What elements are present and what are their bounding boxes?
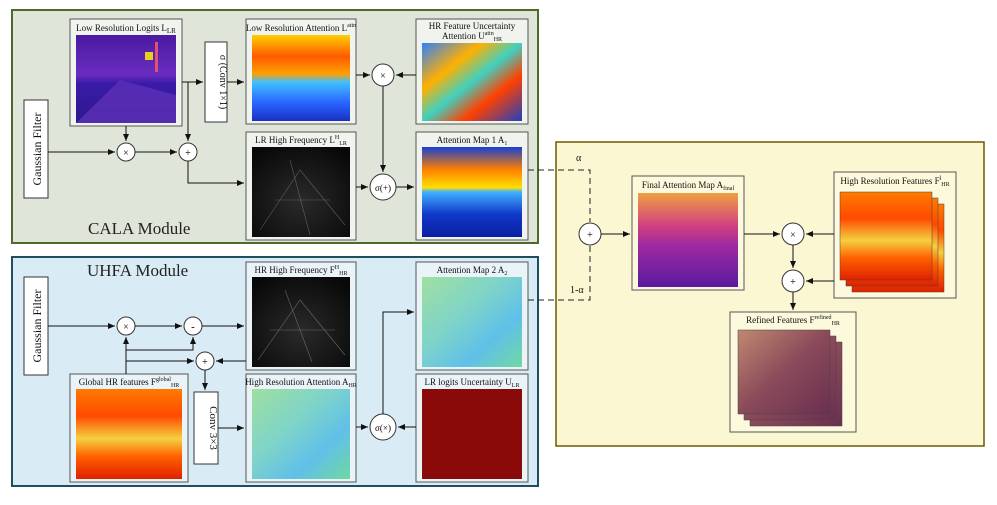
attn-map1-image bbox=[422, 147, 522, 237]
final-attn-label: Final Attention Map Afinal bbox=[642, 180, 735, 192]
fusion-add-op2-label: + bbox=[790, 277, 796, 288]
conv3x3-label: Conv 3×3 bbox=[207, 406, 219, 450]
hr-highfreq-image bbox=[252, 277, 350, 367]
cala-module: CALA Module Gaussian Filter Low Resoluti… bbox=[11, 9, 539, 244]
uhfa-add-op-label: + bbox=[202, 357, 208, 368]
hr-features-layer-1 bbox=[839, 191, 933, 281]
lr-highfreq-image bbox=[252, 147, 350, 237]
final-attn-image bbox=[638, 193, 738, 287]
attn-map2-image bbox=[422, 277, 522, 367]
fusion-panel: α 1-α + Final Attention Map Afinal High … bbox=[528, 141, 985, 447]
refined-label: Refined Features FrefinedHR bbox=[746, 314, 840, 327]
lr-attention-image bbox=[252, 35, 350, 121]
dashed-attn2-to-fusion bbox=[528, 246, 591, 301]
cala-gaussian-filter-box bbox=[23, 99, 49, 199]
cala-mul-op2-label: × bbox=[380, 71, 386, 82]
lr-logits-pole bbox=[155, 42, 158, 72]
cala-gaussian-filter-label: Gaussian Filter bbox=[30, 113, 44, 186]
refined-layer-1 bbox=[737, 329, 831, 415]
lr-attention-label: Low Resolution Attention Lattn bbox=[246, 23, 356, 33]
hr-uncertainty-label-2: Attention UattnHR bbox=[442, 31, 502, 43]
lr-highfreq-label: LR High Frequency LHLR bbox=[255, 135, 347, 147]
uhfa-mul-op-label: × bbox=[123, 322, 129, 333]
cala-mul-op-label: × bbox=[123, 148, 129, 159]
hr-features-label: High Resolution Features FlHR bbox=[840, 176, 949, 188]
one-minus-alpha-label: 1-α bbox=[570, 285, 584, 296]
hr-attention-label: High Resolution Attention AHR bbox=[245, 377, 357, 389]
alpha-label: α bbox=[576, 153, 582, 164]
uhfa-gaussian-filter-box bbox=[23, 276, 49, 376]
attn-map2-label: Attention Map 2 A2 bbox=[437, 265, 508, 277]
lr-logits-label: Low Resolution Logits LLR bbox=[76, 23, 176, 35]
attn-map1-label: Attention Map 1 A1 bbox=[437, 135, 508, 147]
uhfa-module: UHFA Module Gaussian Filter HR High Freq… bbox=[11, 256, 539, 487]
fusion-add-op-label: + bbox=[587, 230, 593, 241]
fusion-mul-op-label: × bbox=[790, 230, 796, 241]
uhfa-sub-op-label: - bbox=[191, 321, 195, 333]
hr-highfreq-label: HR High Frequency FHHR bbox=[255, 265, 348, 277]
hr-highfreq-edges bbox=[257, 289, 346, 363]
global-hr-label: Global HR features FglobalHR bbox=[79, 377, 180, 389]
uhfa-gaussian-filter-label: Gaussian Filter bbox=[30, 290, 44, 363]
lr-logits-sign bbox=[145, 52, 153, 60]
conv1x1-label: σ (Conv 1×1) bbox=[217, 55, 228, 109]
hr-uncertainty-image bbox=[422, 43, 522, 121]
lr-highfreq-edges bbox=[259, 159, 346, 236]
lr-logits-road bbox=[76, 80, 176, 123]
uhfa-arrow-sigma-attn2 bbox=[382, 309, 414, 414]
uhfa-sigma-mul-op-label: σ(×) bbox=[375, 423, 391, 433]
cala-sub-op-label: + bbox=[185, 148, 191, 159]
conv3x3-box bbox=[193, 391, 219, 465]
dashed-attn1-to-fusion bbox=[528, 169, 591, 222]
cala-module-title: CALA Module bbox=[88, 219, 190, 238]
hr-attention-image bbox=[252, 389, 350, 479]
global-hr-image bbox=[76, 389, 182, 479]
hr-uncertainty-label-1: HR Feature Uncertainty bbox=[429, 21, 516, 31]
lr-uncertainty-label: LR logits Uncertainty ULR bbox=[425, 377, 520, 389]
lr-uncertainty-image bbox=[422, 389, 522, 479]
uhfa-module-title: UHFA Module bbox=[87, 261, 188, 280]
uhfa-arrow-global-sub bbox=[126, 337, 196, 351]
cala-sigma-add-op-label: σ(+) bbox=[375, 183, 391, 193]
cala-arrow-sub-hf bbox=[187, 161, 244, 186]
